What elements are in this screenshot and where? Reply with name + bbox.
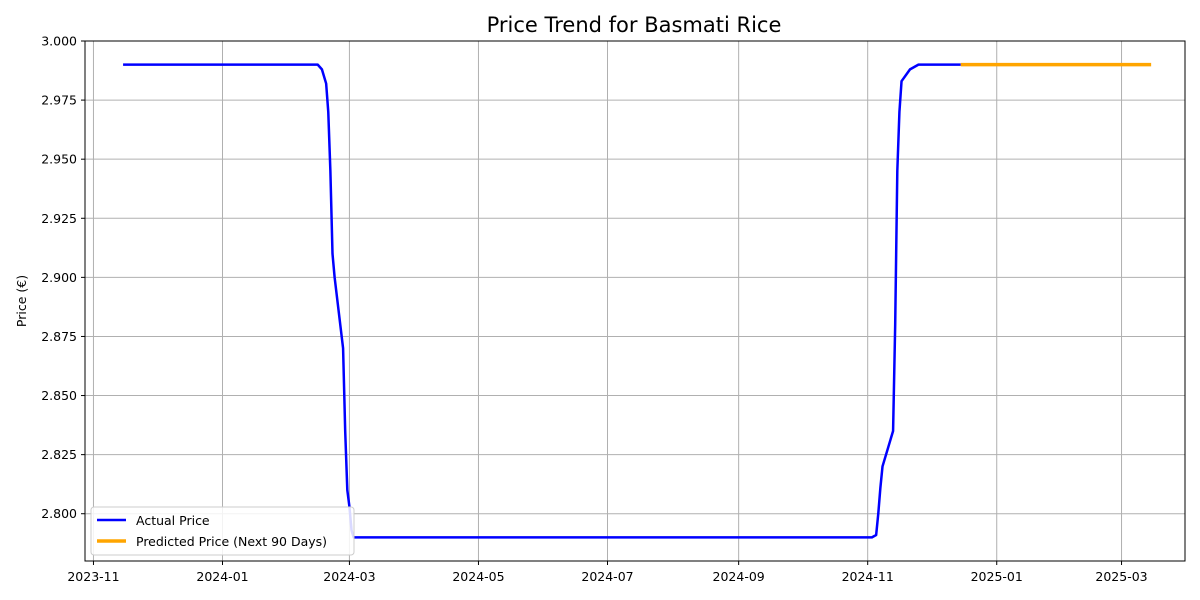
x-tick-label: 2025-01 <box>971 569 1023 584</box>
x-tick-label: 2023-11 <box>67 569 119 584</box>
x-tick-label: 2024-07 <box>581 569 633 584</box>
actual-price-line <box>123 63 961 539</box>
series-lines <box>123 62 1152 539</box>
chart-title: Price Trend for Basmati Rice <box>487 13 782 37</box>
y-axis-label: Price (€) <box>14 275 29 327</box>
y-tick-label: 2.950 <box>41 152 77 167</box>
y-tick-label: 2.800 <box>41 506 77 521</box>
x-tick-label: 2024-01 <box>196 569 248 584</box>
y-tick-label: 2.925 <box>41 211 77 226</box>
x-tick-label: 2024-11 <box>842 569 894 584</box>
x-tick-label: 2024-05 <box>452 569 504 584</box>
legend: Actual Price Predicted Price (Next 90 Da… <box>90 506 355 556</box>
y-tick-label: 3.000 <box>41 34 77 49</box>
axis-ticks: 2023-11 2024-01 2024-03 2024-05 2024-07 2024-… <box>41 34 1147 585</box>
x-tick-label: 2025-03 <box>1095 569 1147 584</box>
y-tick-label: 2.900 <box>41 270 77 285</box>
y-tick-label: 2.850 <box>41 388 77 403</box>
grid-lines <box>85 40 1185 561</box>
y-tick-label: 2.825 <box>41 447 77 462</box>
y-tick-label: 2.875 <box>41 329 77 344</box>
legend-label-predicted-price: Predicted Price (Next 90 Days) <box>136 534 327 549</box>
legend-label-actual-price: Actual Price <box>136 513 210 528</box>
x-tick-label: 2024-09 <box>713 569 765 584</box>
plot-area-frame <box>84 40 1186 562</box>
legend-box <box>90 506 355 556</box>
x-tick-label: 2024-03 <box>323 569 375 584</box>
y-tick-label: 2.975 <box>41 93 77 108</box>
